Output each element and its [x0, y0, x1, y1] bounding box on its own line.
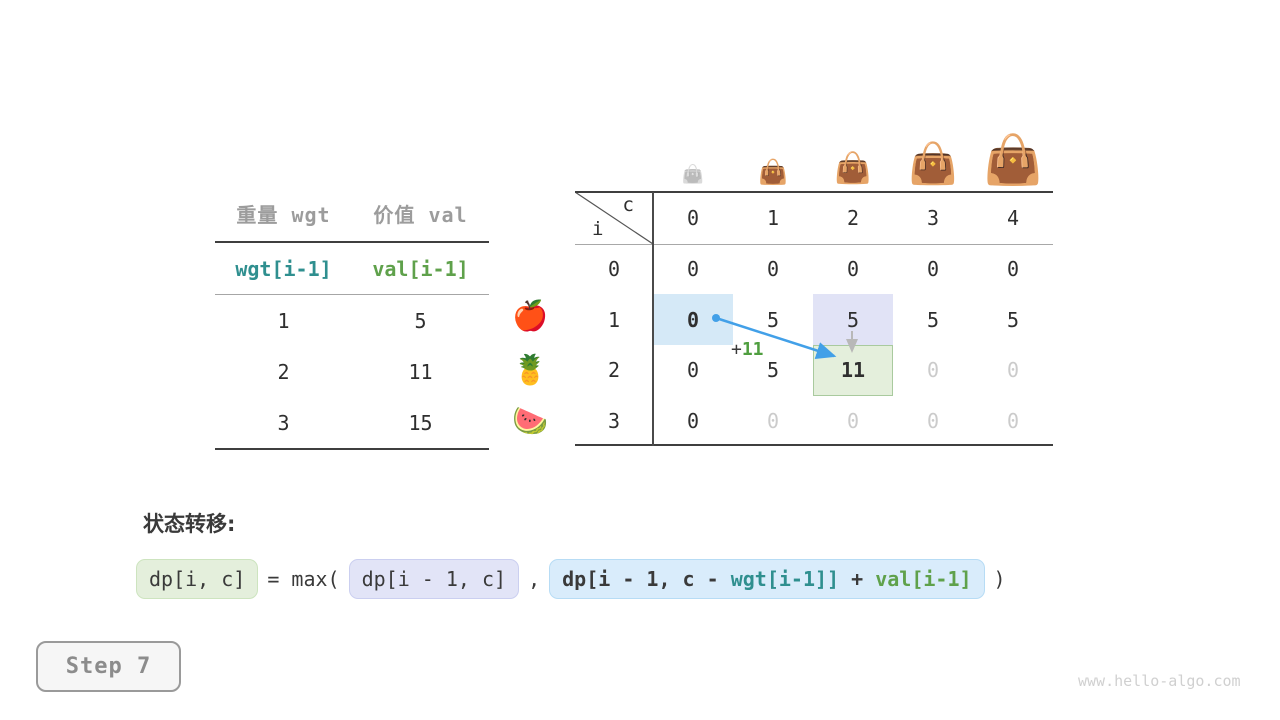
- formula-arg-take-plus: +: [839, 567, 876, 591]
- dp-cell-0-1: 0: [766, 257, 780, 282]
- dp-cell-1-0: 0: [686, 307, 700, 332]
- state-transition-formula: dp[i, c] = max( dp[i - 1, c] , dp[i - 1,…: [136, 559, 1015, 599]
- bag-icon-capacity-4: 👜: [983, 132, 1043, 188]
- dp-cell-0-2: 0: [846, 257, 860, 282]
- formula-lhs: dp[i, c]: [136, 559, 259, 599]
- col-header-4: 4: [1006, 206, 1020, 230]
- watermark: www.hello-algo.com: [1078, 672, 1241, 690]
- row-header-2: 2: [607, 358, 621, 383]
- table-top-border: [575, 191, 1053, 193]
- dp-cell-3-2: 0: [846, 408, 860, 433]
- dp-cell-2-0: 0: [686, 358, 700, 383]
- dp-cell-3-1: 0: [766, 408, 780, 433]
- table-bottom-border: [575, 444, 1053, 446]
- table-header-border: [575, 244, 1053, 245]
- dp-grid: c i 0 1 2 3 4 0 0 0 0 0 0 1 0 5 5 5 5 2 …: [575, 192, 1053, 446]
- formula-arg-take: dp[i - 1, c - wgt[i-1]] + val[i-1]: [549, 559, 985, 599]
- state-transition-label: 状态转移:: [143, 512, 236, 536]
- step-badge: Step 7: [36, 641, 181, 692]
- dp-cell-2-2: 11: [840, 358, 866, 383]
- dp-cell-0-0: 0: [686, 257, 700, 282]
- dp-cell-1-2: 5: [846, 307, 860, 332]
- formula-arg-take-val: val[i-1]: [875, 567, 972, 591]
- dp-cell-2-1: 5: [766, 358, 780, 383]
- dp-table: c i 0 1 2 3 4 0 0 0 0 0 0 1 0 5 5 5 5 2 …: [575, 191, 1053, 446]
- col-header-1: 1: [766, 206, 780, 230]
- capacity-bags-row: 👜 👜 👜 👜 👜: [653, 122, 1053, 184]
- dp-cell-3-3: 0: [926, 408, 940, 433]
- weight-column-header: 重量 wgt: [236, 203, 331, 227]
- pineapple-icon: 🍍: [511, 352, 549, 387]
- formula-arg-take-dp: dp[i - 1, c -: [562, 567, 731, 591]
- items-table-subheader-row: wgt[i-1] val[i-1]: [215, 243, 489, 295]
- formula-eq-max: = max(: [267, 567, 340, 591]
- item-row-3: 3 15: [215, 397, 489, 450]
- item-3-value: 15: [408, 410, 433, 435]
- item-3-weight: 3: [277, 410, 290, 435]
- items-table-header-row: 重量 wgt 价值 val: [215, 186, 489, 243]
- col-header-3: 3: [926, 206, 940, 230]
- formula-arg-take-wgt: wgt[i-1]]: [730, 567, 840, 591]
- row-header-1: 1: [607, 307, 621, 332]
- col-header-2: 2: [846, 206, 860, 230]
- dp-cell-3-4: 0: [1006, 408, 1020, 433]
- bag-icon-capacity-2: 👜: [834, 151, 872, 186]
- item-row-1: 1 5: [215, 295, 489, 346]
- dp-cell-1-4: 5: [1006, 307, 1020, 332]
- value-array-label: val[i-1]: [372, 256, 469, 281]
- dp-cell-1-1: 5: [766, 307, 780, 332]
- apple-icon: 🍎: [511, 298, 549, 333]
- add-value-annotation: +11: [731, 339, 764, 361]
- item-1-value: 5: [414, 308, 427, 333]
- corner-cell: c i: [575, 192, 653, 244]
- dp-cell-2-3: 0: [926, 358, 940, 383]
- formula-comma: ,: [528, 567, 541, 591]
- items-table: 重量 wgt 价值 val wgt[i-1] val[i-1] 1 5 2 11…: [215, 186, 489, 450]
- row-header-0: 0: [607, 257, 621, 282]
- formula-close-paren: ): [993, 567, 1006, 591]
- row-header-3: 3: [607, 408, 621, 433]
- col-header-0: 0: [686, 206, 700, 230]
- bag-icon-capacity-3: 👜: [908, 141, 958, 187]
- item-row-2: 2 11: [215, 346, 489, 397]
- item-2-weight: 2: [277, 359, 290, 384]
- table-vertical-border: [652, 192, 654, 446]
- dp-cell-1-3: 5: [926, 307, 940, 332]
- dp-cell-3-0: 0: [686, 408, 700, 433]
- value-column-header: 价值 val: [373, 203, 468, 227]
- row-var-label: i: [592, 218, 604, 240]
- dp-cell-0-3: 0: [926, 257, 940, 282]
- diagonal-divider: [575, 192, 653, 244]
- weight-array-label: wgt[i-1]: [235, 256, 332, 281]
- bag-icon-capacity-0: 👜: [681, 164, 705, 185]
- plus-sign: +: [731, 339, 742, 360]
- item-2-value: 11: [408, 359, 433, 384]
- formula-arg-keep: dp[i - 1, c]: [348, 559, 520, 599]
- watermelon-icon: 🍉: [511, 403, 549, 438]
- dp-cell-0-4: 0: [1006, 257, 1020, 282]
- col-var-label: c: [622, 194, 634, 216]
- added-value: 11: [741, 339, 764, 360]
- item-1-weight: 1: [277, 308, 290, 333]
- bag-icon-capacity-1: 👜: [758, 158, 788, 186]
- dp-cell-2-4: 0: [1006, 358, 1020, 383]
